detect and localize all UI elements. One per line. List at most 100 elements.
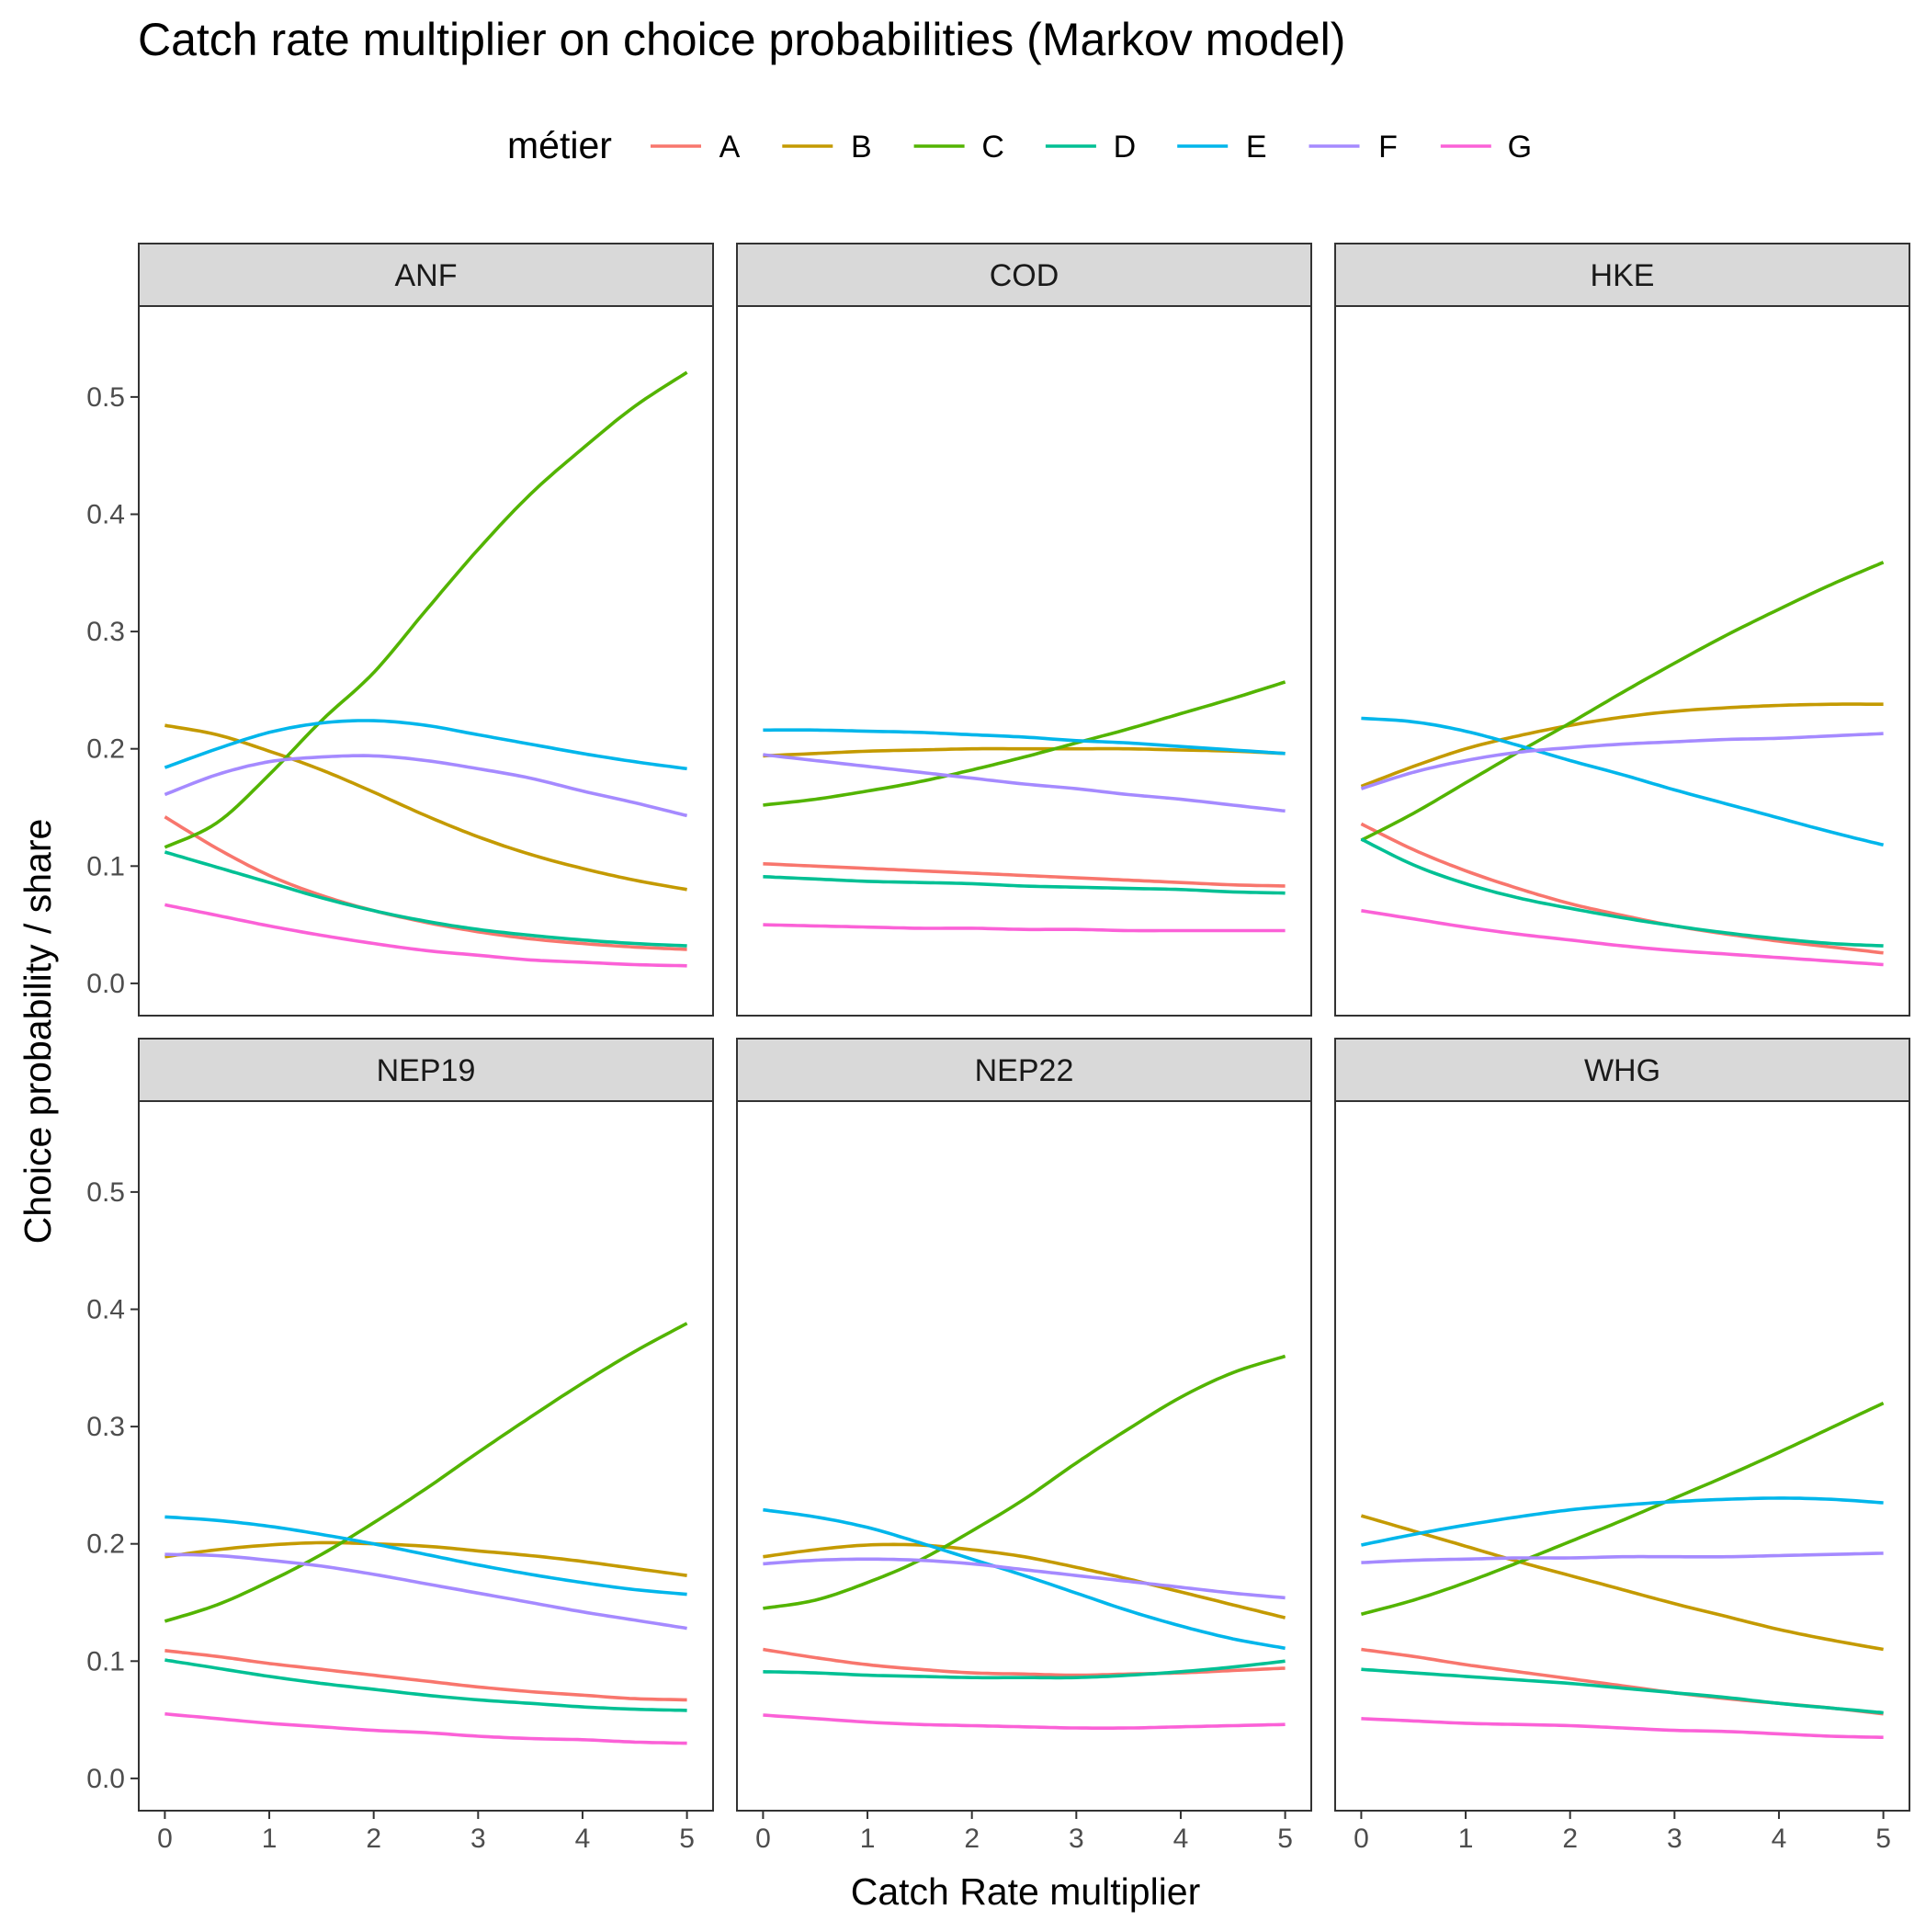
- line-cod-d: [763, 875, 1286, 895]
- legend-label-c: C: [981, 130, 1004, 165]
- strip-label-anf: ANF: [395, 258, 458, 293]
- line-hke-e: [1361, 716, 1885, 847]
- line-hke-c: [1360, 561, 1885, 842]
- panel-cod: COD: [736, 243, 1312, 1017]
- line-nep19-c: [164, 1322, 688, 1623]
- x-tick-label-nep19: 3: [470, 1824, 486, 1854]
- line-nep19-a: [164, 1649, 687, 1702]
- y-tick-label-nep19: 0.5: [86, 1177, 125, 1208]
- strip-label-whg: WHG: [1584, 1053, 1660, 1088]
- panel-frame-whg: [1334, 1100, 1910, 1812]
- y-tick-label-nep19: 0.4: [86, 1294, 125, 1324]
- y-tick-label-anf: 0.5: [86, 382, 125, 413]
- line-cod-c: [763, 680, 1286, 807]
- y-tick-label-anf: 0.4: [86, 499, 125, 529]
- line-anf-c: [164, 370, 688, 849]
- line-nep19-d: [164, 1658, 687, 1712]
- line-nep19-g: [164, 1711, 687, 1745]
- line-hke-f: [1360, 732, 1884, 790]
- line-nep22-f: [763, 1557, 1286, 1600]
- line-cod-b: [763, 746, 1286, 758]
- panel-frame-nep22: [736, 1100, 1312, 1812]
- panel-hke: HKE: [1334, 243, 1910, 1017]
- x-tick-label-nep19: 1: [262, 1824, 278, 1854]
- panel-nep19: NEP19 0.0 0.1 0.2 0.3 0.4 0.5 0 1 2 3 4 5: [86, 1038, 714, 1854]
- strip-label-cod: COD: [990, 258, 1059, 293]
- y-tick-label-nep19: 0.1: [86, 1646, 125, 1676]
- strip-hke: [1334, 243, 1910, 307]
- y-tick-label-nep19: 0.3: [86, 1412, 125, 1442]
- panel-whg: WHG 0 1 2 3 4 5: [1334, 1038, 1910, 1854]
- legend: métier A B C D E F G: [507, 124, 1532, 166]
- line-nep22-c: [763, 1354, 1286, 1610]
- line-cod-a: [763, 862, 1286, 888]
- line-nep19-e: [164, 1515, 687, 1597]
- line-whg-c: [1360, 1401, 1885, 1617]
- x-tick-label-nep19: 0: [157, 1824, 173, 1854]
- facet-panels: ANF 0.0 0.1 0.2 0.3 0.4 0.5 COD HKE NEP19 0.0 0.1 0.…: [86, 243, 1910, 1854]
- x-tick-label-nep22: 2: [964, 1824, 980, 1854]
- legend-label-e: E: [1246, 130, 1267, 165]
- y-tick-label-anf: 0.0: [86, 969, 125, 999]
- y-axis-title: Choice probability / share: [17, 819, 59, 1244]
- line-whg-g: [1361, 1717, 1884, 1739]
- legend-label-b: B: [851, 130, 872, 165]
- panel-anf: ANF 0.0 0.1 0.2 0.3 0.4 0.5: [86, 243, 714, 1017]
- y-tick-label-anf: 0.3: [86, 617, 125, 647]
- panel-nep22: NEP22 0 1 2 3 4 5: [736, 1038, 1312, 1854]
- line-hke-a: [1360, 822, 1884, 955]
- y-tick-label-anf: 0.1: [86, 851, 125, 881]
- panel-frame-cod: [736, 305, 1312, 1017]
- x-tick-label-nep22: 3: [1069, 1824, 1084, 1854]
- x-tick-label-whg: 1: [1458, 1824, 1474, 1854]
- line-nep22-b: [763, 1542, 1286, 1619]
- chart-title: Catch rate multiplier on choice probabil…: [138, 14, 1345, 65]
- line-whg-b: [1360, 1514, 1884, 1652]
- line-anf-e: [164, 719, 687, 771]
- x-tick-label-nep19: 2: [366, 1824, 381, 1854]
- line-hke-g: [1361, 909, 1884, 967]
- x-tick-label-whg: 2: [1562, 1824, 1578, 1854]
- x-tick-label-nep22: 4: [1173, 1824, 1189, 1854]
- x-tick-label-whg: 3: [1667, 1824, 1682, 1854]
- x-tick-label-whg: 0: [1354, 1824, 1369, 1854]
- line-anf-b: [164, 723, 687, 892]
- legend-label-d: D: [1114, 130, 1137, 165]
- line-whg-f: [1361, 1551, 1884, 1564]
- y-tick-label-nep19: 0.0: [86, 1764, 125, 1794]
- x-tick-label-whg: 4: [1772, 1824, 1787, 1854]
- line-anf-g: [164, 903, 687, 968]
- line-nep22-a: [763, 1647, 1286, 1677]
- line-nep19-f: [164, 1552, 687, 1631]
- strip-whg: [1334, 1038, 1910, 1102]
- line-cod-e: [763, 728, 1286, 756]
- strip-cod: [736, 243, 1312, 307]
- panel-frame-anf: [138, 305, 714, 1017]
- x-tick-label-whg: 5: [1875, 1824, 1891, 1854]
- line-anf-a: [164, 815, 687, 951]
- line-nep22-d: [763, 1659, 1286, 1680]
- x-tick-label-nep22: 1: [860, 1824, 876, 1854]
- line-nep19-b: [164, 1540, 687, 1577]
- strip-label-hke: HKE: [1591, 258, 1655, 293]
- line-nep22-e: [763, 1507, 1286, 1651]
- strip-nep19: [138, 1038, 714, 1102]
- y-tick-label-anf: 0.2: [86, 734, 125, 765]
- line-nep22-g: [763, 1713, 1286, 1730]
- panel-frame-hke: [1334, 305, 1910, 1017]
- line-anf-f: [164, 754, 688, 818]
- x-tick-label-nep19: 4: [575, 1824, 591, 1854]
- line-cod-g: [763, 923, 1286, 933]
- strip-label-nep22: NEP22: [975, 1053, 1074, 1088]
- panel-frame-nep19: [138, 1100, 714, 1812]
- strip-nep22: [736, 1038, 1312, 1102]
- line-cod-f: [763, 753, 1286, 813]
- line-anf-d: [164, 850, 687, 948]
- line-hke-b: [1360, 702, 1884, 789]
- line-hke-d: [1360, 837, 1884, 948]
- legend-title: métier: [507, 124, 612, 166]
- legend-label-a: A: [719, 130, 741, 165]
- strip-label-nep19: NEP19: [377, 1053, 476, 1088]
- line-whg-e: [1361, 1496, 1884, 1547]
